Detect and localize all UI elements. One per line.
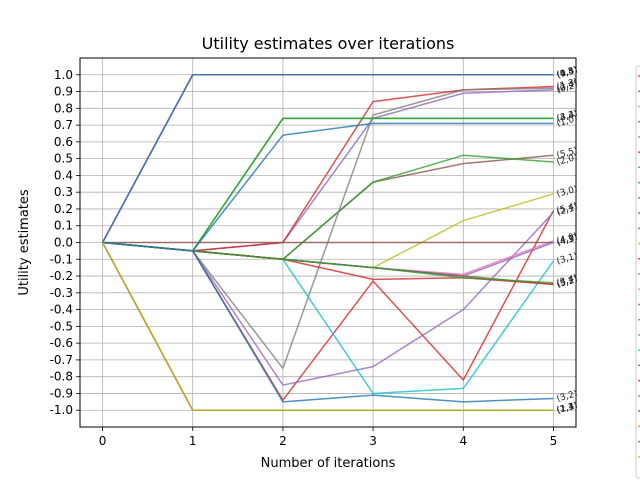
y-tick-label: -0.2	[50, 269, 73, 283]
series-line	[102, 85, 554, 252]
y-tick-label: 0.0	[54, 236, 73, 250]
x-axis-label: Number of iterations	[261, 456, 396, 471]
x-tick-label: 0	[99, 434, 107, 448]
grid-layer	[80, 58, 576, 427]
point-label-layer: (0,3)(1,5)(4,5)(0,4)(0,2)(1,3)(3,3)(4,4)…	[556, 65, 579, 416]
series-line	[102, 193, 554, 269]
y-tick-label: -0.9	[50, 386, 73, 400]
y-axis-label: Utility estimates	[17, 189, 32, 296]
y-tick-label: 0.7	[54, 118, 73, 132]
y-tick-label: -0.3	[50, 286, 73, 300]
series-line	[102, 241, 555, 395]
series-line	[102, 117, 554, 252]
y-tick-label: 1.0	[54, 68, 73, 82]
y-tick-label: -0.5	[50, 319, 73, 333]
y-tick-label: -0.7	[50, 353, 73, 367]
series-line	[102, 89, 554, 252]
y-tick-label: 0.8	[54, 101, 73, 115]
series-end-label: (3,0)	[556, 185, 579, 200]
chart-title: Utility estimates over iterations	[202, 34, 455, 53]
legend-box	[635, 65, 640, 479]
y-tick-label: 0.6	[54, 135, 73, 149]
x-tick-label: 3	[369, 434, 377, 448]
y-tick-label: 0.9	[54, 85, 73, 99]
series-line	[101, 242, 554, 411]
series-layer	[101, 74, 555, 411]
y-tick-label: -0.8	[50, 370, 73, 384]
series-line	[102, 210, 555, 401]
series-line	[102, 122, 554, 252]
x-tick-label: 2	[279, 434, 287, 448]
x-tick-label: 5	[550, 434, 558, 448]
series-line	[102, 211, 555, 386]
y-tick-label: -1.0	[50, 403, 73, 417]
y-tick-label: -0.4	[50, 303, 73, 317]
y-tick-label: 0.2	[54, 202, 73, 216]
series-line	[102, 241, 554, 403]
y-tick-label: -0.6	[50, 336, 73, 350]
series-line	[101, 74, 554, 243]
tick-layer: 0 1 2 3 4 5 1.0 0.9 0.8 0.7 0.6 0.5 0.4 0.3 0.2 0.1 0.0 -…	[50, 68, 558, 448]
y-tick-label: 0.4	[54, 168, 73, 182]
series-end-label: (3,1)	[556, 252, 579, 267]
y-tick-label: 0.3	[54, 185, 73, 199]
x-tick-label: 1	[189, 434, 197, 448]
x-tick-label: 4	[459, 434, 467, 448]
series-line	[102, 117, 554, 252]
y-tick-label: 0.5	[54, 152, 73, 166]
y-tick-label: 0.1	[54, 219, 73, 233]
y-tick-label: -0.1	[50, 252, 73, 266]
